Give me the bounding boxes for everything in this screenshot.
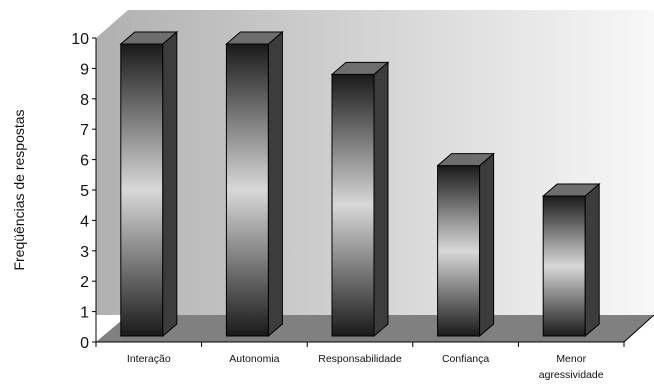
bar-top [119, 31, 179, 45]
y-tick-label: 0 [80, 335, 89, 352]
x-tick-label: Autonomia [229, 353, 279, 365]
bar [330, 61, 390, 338]
bar-front [225, 43, 269, 337]
y-tick-label: 6 [80, 153, 89, 170]
y-tick-label: 7 [80, 122, 89, 139]
y-tick-label: 10 [71, 31, 89, 48]
bar-top [330, 61, 390, 75]
bar-top [541, 183, 601, 197]
bar [119, 30, 179, 338]
y-tick-label: 9 [80, 61, 89, 78]
x-tick-label: agressividade [539, 369, 604, 381]
bar-side [267, 30, 283, 338]
bar-front [437, 165, 481, 337]
x-tick-label: Interação [127, 353, 171, 365]
bar-front [120, 43, 164, 337]
bar-front [331, 73, 375, 337]
x-tick-label: Menor [556, 353, 586, 365]
bar-side [479, 152, 495, 338]
floor-right-edge [623, 314, 654, 343]
bar-side [584, 182, 600, 338]
y-axis-ticks: 0 1 2 3 4 5 6 7 8 9 10 [71, 31, 96, 352]
y-tick-label: 2 [80, 274, 89, 291]
bar-front [542, 195, 586, 337]
y-tick-label: 5 [80, 183, 89, 200]
bar [541, 182, 601, 338]
y-tick-label: 8 [80, 92, 89, 109]
y-axis-label: Freqüências de respostas [11, 109, 27, 270]
bar-side [373, 61, 389, 338]
bar [436, 152, 495, 338]
y-tick-label: 4 [80, 213, 89, 230]
x-tick-label: Confiança [442, 353, 489, 365]
bar [225, 30, 284, 338]
bar-top [225, 31, 284, 45]
y-tick-label: 1 [80, 305, 89, 322]
bar-side [162, 30, 178, 338]
x-tick-label: Responsabilidade [318, 353, 402, 365]
y-tick-label: 3 [80, 244, 89, 261]
bars [119, 30, 601, 338]
bar-top [436, 153, 495, 167]
x-axis-ticks: Interação Autonomia Responsabilidade Confia… [95, 342, 625, 381]
